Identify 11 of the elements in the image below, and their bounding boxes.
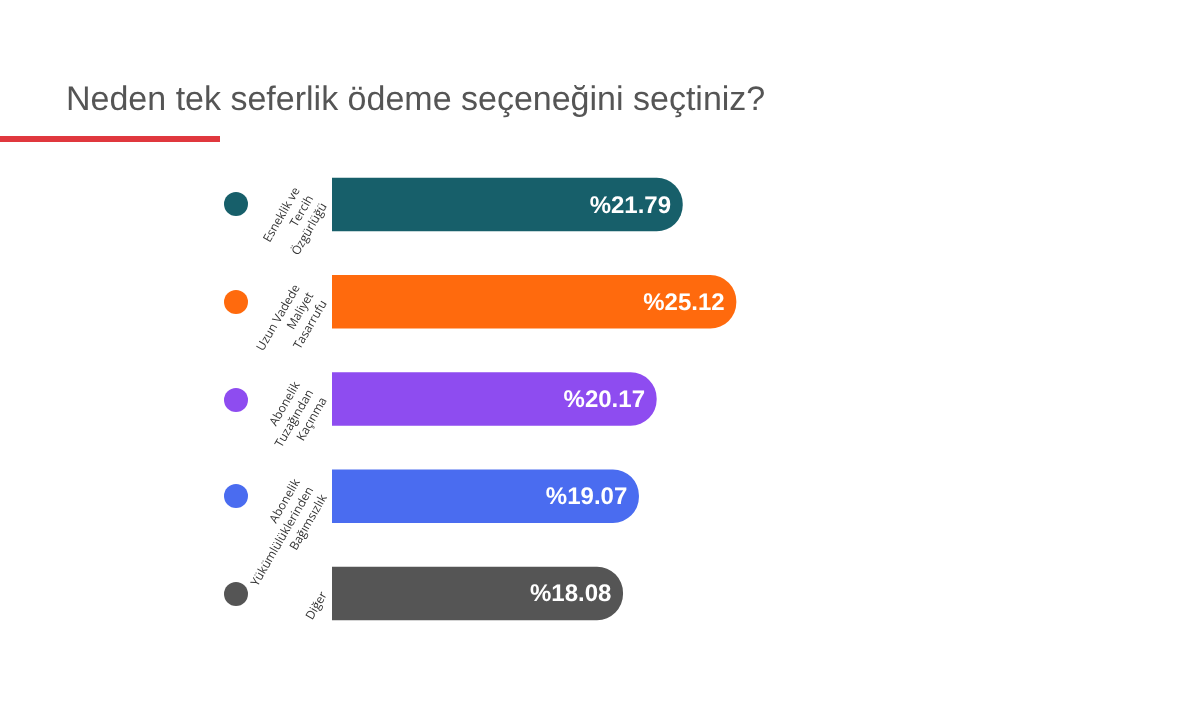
chart-title: Neden tek seferlik ödeme seçeneğini seçtiniz? <box>66 80 766 119</box>
bar <box>332 275 737 329</box>
data-label: %21.79 <box>589 190 672 219</box>
data-label: %25.12 <box>643 287 726 316</box>
data-label: %19.07 <box>545 482 628 511</box>
data-label: %18.08 <box>529 579 612 608</box>
bar <box>332 469 639 523</box>
bar <box>332 566 624 621</box>
data-label: %20.17 <box>563 385 646 414</box>
bar <box>332 372 657 426</box>
bar <box>332 177 683 232</box>
